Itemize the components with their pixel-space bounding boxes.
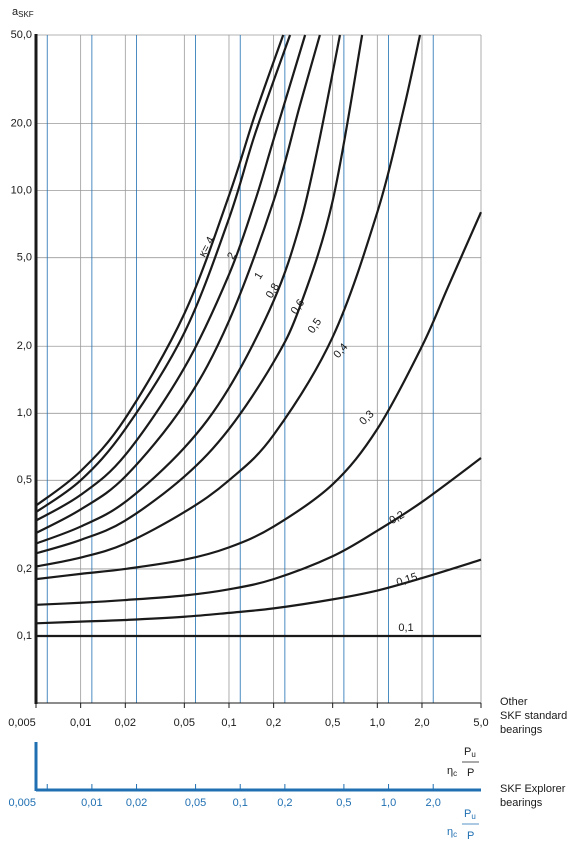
y-tick-label: 2,0	[17, 340, 32, 352]
y-tick-label: 10,0	[11, 185, 32, 197]
x2-tick-label: 0,1	[233, 797, 248, 809]
x2-title-eta: ηc	[447, 826, 457, 839]
y-tick-label: 5,0	[17, 252, 32, 264]
x-tick-label: 0,05	[174, 717, 195, 729]
x-tick-label: 2,0	[414, 717, 429, 729]
x-title-eta-main: η	[447, 765, 453, 777]
x-caption-line: SKF standard	[500, 710, 567, 722]
y-tick-label: 0,1	[17, 630, 32, 642]
curve	[36, 34, 342, 545]
x2-axis-title: ηc Pu P	[447, 808, 479, 842]
x-tick-label: 0,005	[8, 717, 36, 729]
x-axis-title: ηc Pu P	[447, 746, 479, 779]
y-tick-label: 1,0	[17, 407, 32, 419]
curves	[36, 34, 482, 638]
curve	[36, 457, 482, 606]
x2-caption-line: SKF Explorer	[500, 783, 566, 795]
x2-title-num-main: P	[464, 808, 471, 820]
y-axis-title: aSKF	[12, 6, 34, 19]
curve-label: 1	[252, 270, 265, 282]
curve	[36, 34, 285, 507]
x2-title-num-sub: u	[471, 812, 475, 821]
x-tick-label: 0,02	[115, 717, 136, 729]
curve-label: 0,1	[398, 622, 413, 634]
x2-tick-label: 0,2	[277, 797, 292, 809]
curve	[36, 34, 364, 555]
y-tick-label: 50,0	[11, 29, 32, 41]
curve	[36, 34, 422, 568]
curve-label: 0,2	[387, 509, 406, 527]
y-title-main: a	[12, 6, 19, 18]
x2-title-eta-main: η	[447, 826, 453, 838]
x2-axis-caption: SKF Explorer bearings	[500, 783, 566, 809]
axes: 0,1 0,2 0,5 1,0 2,0 5,0 10,0 20,0 50,0 0,005 0,01 0…	[8, 29, 488, 809]
x-tick-label: 0,01	[70, 717, 91, 729]
x2-title-eta-sub: c	[453, 830, 457, 839]
curve	[36, 34, 307, 522]
x2-title-num: Pu	[464, 808, 476, 821]
x-title-eta-sub: c	[453, 769, 457, 778]
grid	[35, 34, 482, 703]
curve	[36, 34, 292, 513]
x2-tick-label: 1,0	[381, 797, 396, 809]
x-caption-line: Other	[500, 696, 528, 708]
curve-label: 0,6	[289, 297, 308, 316]
x2-tick-label: 0,02	[126, 797, 147, 809]
x-tick-label: 1,0	[370, 717, 385, 729]
x-title-num-sub: u	[471, 750, 475, 759]
x-title-num-main: P	[464, 746, 471, 758]
x-title-num: Pu	[464, 746, 476, 759]
x-tick-label: 0,2	[266, 717, 281, 729]
y-tick-label: 20,0	[11, 118, 32, 130]
labels: κ= 4 210,80,60,50,40,30,20,150,1	[197, 235, 419, 634]
x-caption-line: bearings	[500, 724, 543, 736]
y-tick-label: 0,5	[17, 474, 32, 486]
x-tick-label: 0,1	[221, 717, 236, 729]
x-tick-label: 5,0	[473, 717, 488, 729]
x-tick-label: 0,5	[325, 717, 340, 729]
x-axis-caption: Other SKF standard bearings	[500, 696, 567, 736]
y-tick-label: 0,2	[17, 563, 32, 575]
x2-tick-label: 0,01	[81, 797, 102, 809]
curve-label: 0,4	[331, 341, 350, 360]
x2-caption-line: bearings	[500, 797, 543, 809]
curve-label: 2	[225, 250, 238, 261]
x-title-den: P	[467, 767, 474, 779]
x2-title-den: P	[467, 830, 474, 842]
y-title-sub: SKF	[18, 10, 34, 19]
curve	[36, 558, 482, 625]
x2-tick-label: 2,0	[426, 797, 441, 809]
curve-label: 0,3	[357, 408, 376, 427]
x2-tick-label: 0,5	[336, 797, 351, 809]
curve	[36, 34, 321, 534]
curve-label: 0,5	[306, 316, 325, 335]
curve	[36, 211, 482, 581]
curve-label: 0,15	[395, 571, 419, 589]
x2-tick-label: 0,05	[185, 797, 206, 809]
x2-tick-label: 0,005	[8, 797, 36, 809]
x-title-eta: ηc	[447, 765, 457, 778]
